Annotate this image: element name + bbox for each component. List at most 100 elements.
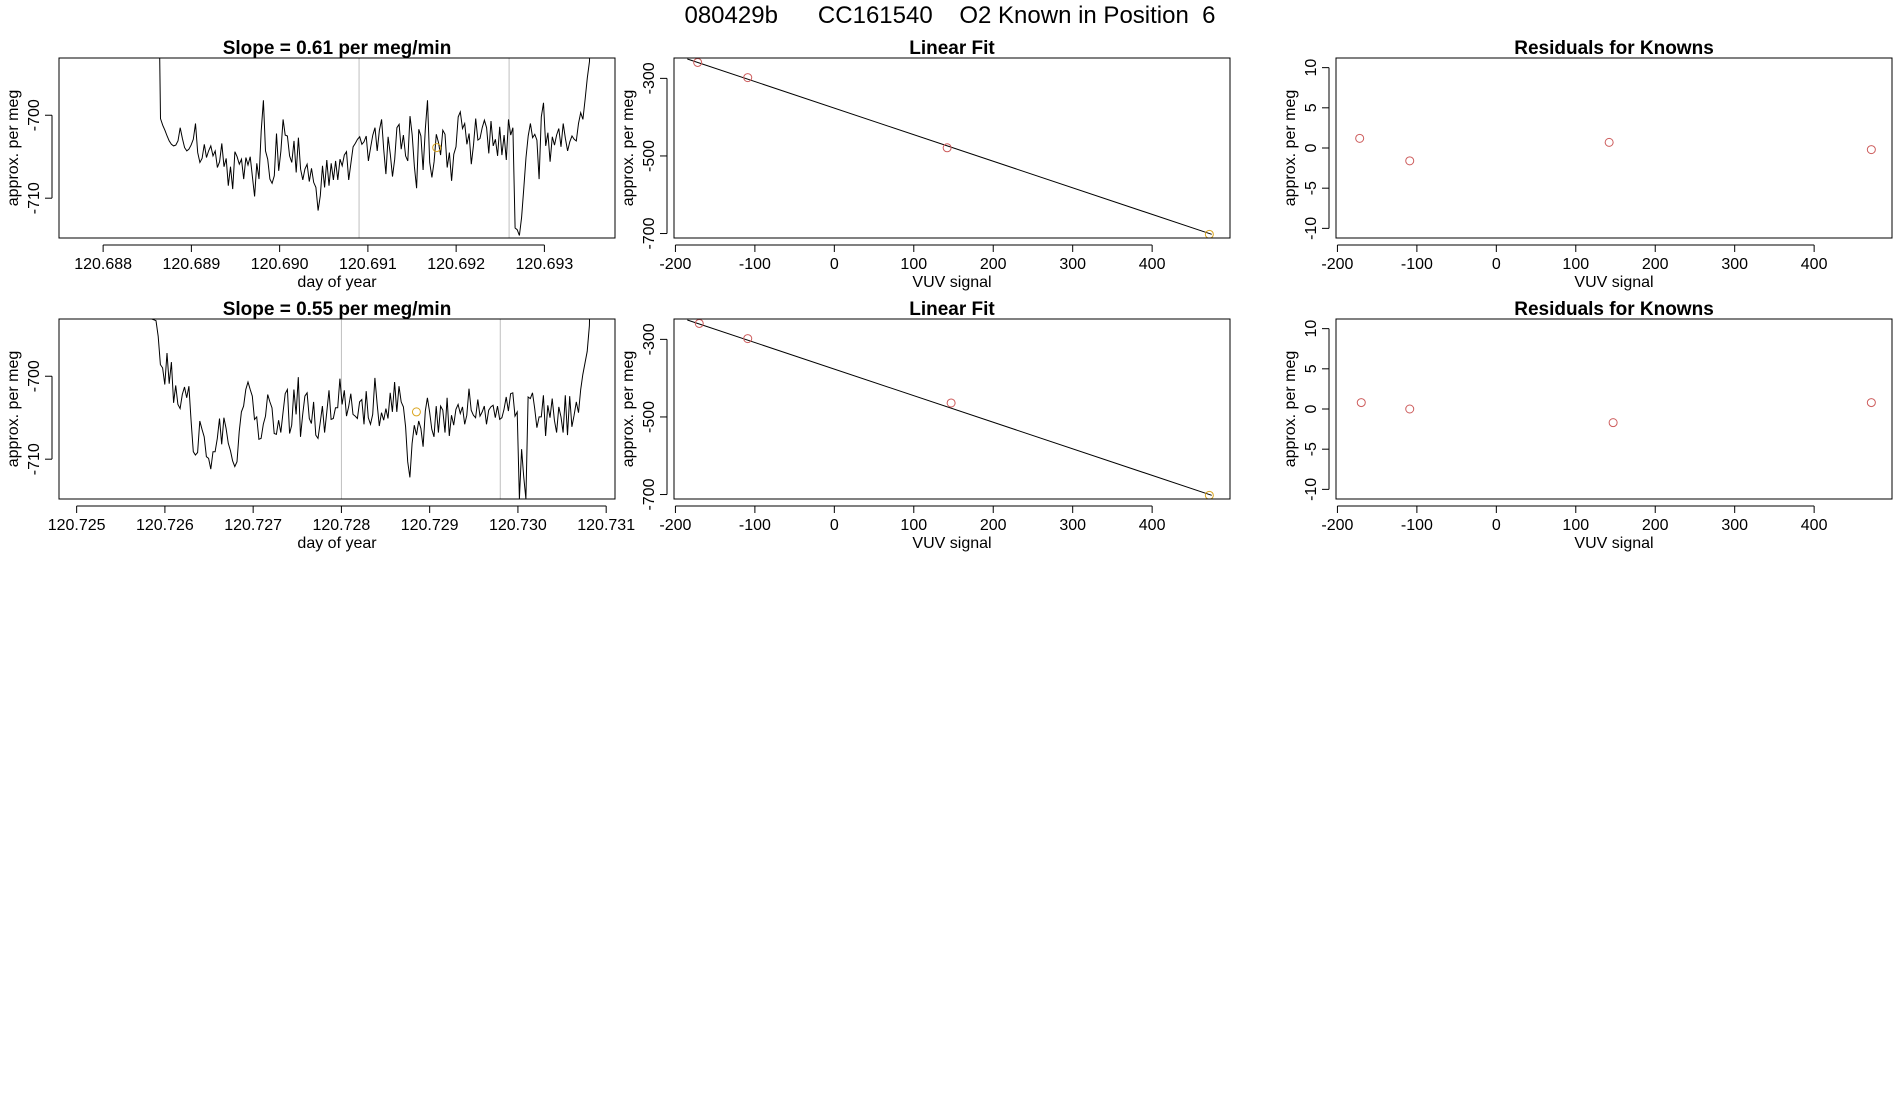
x-tick-label: -200	[1321, 256, 1353, 273]
x-tick-label: 300	[1721, 256, 1748, 273]
x-tick-label: -100	[739, 256, 771, 273]
chart-panel-6: Residuals for Knowns-200 -100 0 100 200 300 40…	[1282, 299, 1893, 552]
fit-line	[687, 319, 1212, 496]
y-tick-label: -700	[641, 478, 658, 510]
data-point	[1866, 145, 1876, 155]
data-point	[1204, 490, 1214, 499]
fit-line	[687, 58, 1212, 235]
x-tick-label: 120.728	[312, 517, 370, 534]
plot-area	[687, 319, 1214, 499]
data-point	[1405, 404, 1415, 414]
x-tick-label: 120.725	[48, 517, 106, 534]
data-point	[946, 398, 956, 408]
x-tick-label: 120.727	[224, 517, 282, 534]
plot-area	[159, 58, 591, 236]
x-axis-label: VUV signal	[1574, 535, 1653, 552]
x-tick-label: -200	[1321, 517, 1353, 534]
x-tick-label: 400	[1801, 256, 1828, 273]
x-tick-label: -100	[739, 517, 771, 534]
y-tick-label: -700	[26, 360, 43, 392]
x-tick-label: 120.730	[489, 517, 547, 534]
data-point	[1356, 398, 1366, 408]
data-point	[1204, 229, 1214, 238]
y-tick-label: -710	[26, 182, 43, 214]
x-tick-label: 100	[1562, 517, 1589, 534]
x-tick-label: -200	[659, 256, 691, 273]
plot-frame	[1335, 57, 1893, 239]
x-tick-label: -100	[1401, 256, 1433, 273]
y-tick-label: 5	[1303, 103, 1320, 112]
data-point	[1604, 137, 1614, 147]
x-axis: -200 -100 0 100 200 300 400 VUV signal	[1321, 244, 1828, 291]
y-tick-label: -5	[1303, 442, 1320, 456]
panel-title: Linear Fit	[909, 299, 995, 320]
x-tick-label: 0	[1492, 256, 1501, 273]
x-tick-label: 100	[1562, 256, 1589, 273]
x-tick-label: 120.693	[515, 256, 573, 273]
data-point	[743, 73, 753, 83]
x-tick-label: 400	[1139, 256, 1166, 273]
y-tick-label: -500	[641, 140, 658, 172]
x-tick-label: 0	[1492, 517, 1501, 534]
x-tick-label: 200	[1642, 517, 1669, 534]
y-axis-label: approx. per meg	[620, 90, 637, 207]
x-axis: -200 -100 0 100 200 300 400 VUV signal	[1321, 505, 1828, 552]
x-tick-label: 200	[980, 256, 1007, 273]
x-tick-label: 200	[1642, 256, 1669, 273]
y-tick-label: 10	[1303, 59, 1320, 77]
y-tick-label: -10	[1303, 217, 1320, 240]
y-tick-label: -710	[26, 443, 43, 475]
x-tick-label: 120.726	[136, 517, 194, 534]
highlight-point	[411, 407, 421, 417]
panel-title: Slope = 0.61 per meg/min	[223, 38, 452, 59]
x-tick-label: 120.729	[401, 517, 459, 534]
plot-frame	[58, 318, 616, 500]
data-point	[1405, 156, 1415, 166]
x-axis-label: VUV signal	[1574, 274, 1653, 291]
x-axis: -200 -100 0 100 200 300 400 VUV signal	[659, 505, 1166, 552]
y-tick-label: 10	[1303, 320, 1320, 338]
y-axis-label: approx. per meg	[5, 351, 22, 468]
x-tick-label: 120.690	[251, 256, 309, 273]
y-tick-label: 5	[1303, 364, 1320, 373]
data-point	[1608, 418, 1618, 428]
x-tick-label: 300	[1721, 517, 1748, 534]
x-axis-label: day of year	[297, 274, 377, 291]
panel-title: Residuals for Knowns	[1514, 38, 1714, 59]
x-axis: -200 -100 0 100 200 300 400 VUV signal	[659, 244, 1166, 291]
plot-area	[1355, 133, 1876, 166]
x-axis-label: day of year	[297, 535, 377, 552]
data-point	[743, 334, 753, 344]
x-tick-label: 120.692	[427, 256, 485, 273]
x-tick-label: 0	[830, 517, 839, 534]
x-tick-label: 120.689	[162, 256, 220, 273]
chart-panel-5: Linear Fit -200 -100 0 100 200 300 400 VUV signa…	[620, 299, 1231, 552]
y-tick-label: -10	[1303, 478, 1320, 501]
x-tick-label: 100	[900, 517, 927, 534]
panel-title: Residuals for Knowns	[1514, 299, 1714, 320]
y-tick-label: 0	[1303, 404, 1320, 413]
x-tick-label: 400	[1801, 517, 1828, 534]
chart-panel-3: Residuals for Knowns -200 -100 0 100 200 300 40…	[1282, 38, 1893, 291]
plot-area	[1356, 398, 1876, 428]
plot-area	[687, 58, 1214, 238]
x-axis-label: VUV signal	[912, 274, 991, 291]
data-series-line	[159, 58, 591, 236]
plot-frame	[673, 57, 1231, 239]
y-tick-label: -300	[641, 323, 658, 355]
panel-title: Slope = 0.55 per meg/min	[223, 299, 452, 320]
y-axis-label: approx. per meg	[1282, 90, 1299, 207]
x-tick-label: 0	[830, 256, 839, 273]
x-tick-label: 100	[900, 256, 927, 273]
plot-area	[151, 319, 591, 499]
x-axis: 120.725 120.726 120.727 120.728 120.729 120.7…	[48, 505, 635, 552]
x-tick-label: -100	[1401, 517, 1433, 534]
plot-frame	[673, 318, 1231, 500]
highlight-point	[432, 143, 442, 153]
